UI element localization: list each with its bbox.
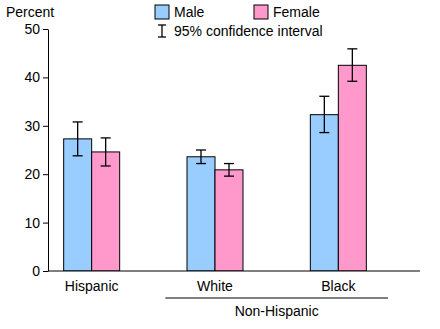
y-tick-label: 0 (32, 263, 40, 279)
error-bar (73, 122, 83, 156)
error-bar-stem (200, 150, 201, 164)
error-bar-stem (77, 122, 78, 156)
error-bar-stem (352, 49, 353, 81)
legend-error-stem (161, 25, 162, 37)
bar (92, 152, 120, 271)
legend-label: Female (273, 4, 320, 20)
y-tick: 40 (24, 69, 48, 85)
bar (338, 65, 366, 271)
y-axis: 0 10 20 30 40 50 (24, 21, 48, 279)
legend-error-cap (158, 24, 166, 25)
y-tick-label: 40 (24, 69, 40, 85)
error-bar-cap (73, 121, 83, 122)
legend-swatch (254, 5, 268, 19)
y-axis-title: Percent (6, 4, 54, 20)
error-bar (101, 138, 111, 166)
error-bar-cap (347, 81, 357, 82)
y-tick-mark (43, 29, 48, 30)
y-tick-label: 50 (24, 21, 40, 37)
error-bar-stem (324, 96, 325, 132)
error-bar-stem (228, 164, 229, 177)
x-tick-label: White (197, 278, 233, 294)
y-axis-line (48, 30, 49, 272)
error-bar-cap (224, 163, 234, 164)
y-tick: 20 (24, 166, 48, 182)
error-bar (196, 150, 206, 164)
y-tick: 30 (24, 118, 48, 134)
chart: 0 10 20 30 40 50Percent Hispanic White BlackNon-… (0, 0, 440, 329)
error-bar-cap (196, 149, 206, 150)
error-bar-cap (319, 96, 329, 97)
group-bracket (165, 298, 388, 299)
x-tick: Black (321, 278, 356, 294)
x-axis-line (48, 271, 420, 272)
legend-swatch (155, 5, 169, 19)
y-tick-label: 10 (24, 215, 40, 231)
y-tick-label: 30 (24, 118, 40, 134)
y-tick-mark (43, 271, 48, 272)
error-bar-cap (347, 48, 357, 49)
legend-label: 95% confidence interval (174, 23, 323, 39)
bar (187, 157, 215, 271)
error-bar (319, 96, 329, 132)
x-tick-label: Black (321, 278, 356, 294)
error-bar-cap (101, 137, 111, 138)
x-tick-label: Hispanic (65, 278, 119, 294)
error-bar-cap (319, 132, 329, 133)
legend: Male Female 95% confidence interval (155, 4, 323, 39)
error-bar-cap (224, 175, 234, 176)
y-tick: 0 (32, 263, 48, 279)
y-tick-mark (43, 174, 48, 175)
group-label: Non-Hispanic (235, 303, 319, 319)
x-tick: White (197, 278, 233, 294)
plot-area (64, 49, 367, 271)
error-bar (224, 164, 234, 177)
bar (310, 115, 338, 271)
error-bar-cap (196, 163, 206, 164)
legend-error-symbol (158, 25, 166, 37)
error-bar-cap (101, 165, 111, 166)
y-tick-mark (43, 223, 48, 224)
y-tick: 10 (24, 215, 48, 231)
bar (64, 139, 92, 271)
legend-error-cap (158, 36, 166, 37)
error-bar-stem (105, 138, 106, 166)
x-tick: Hispanic (65, 278, 119, 294)
error-bar-cap (73, 155, 83, 156)
y-tick-label: 20 (24, 166, 40, 182)
x-axis: Hispanic White Black (65, 278, 357, 294)
legend-label: Male (174, 4, 205, 20)
y-tick-mark (43, 126, 48, 127)
bar (215, 170, 243, 271)
error-bar (347, 49, 357, 81)
y-tick: 50 (24, 21, 48, 37)
y-tick-mark (43, 77, 48, 78)
